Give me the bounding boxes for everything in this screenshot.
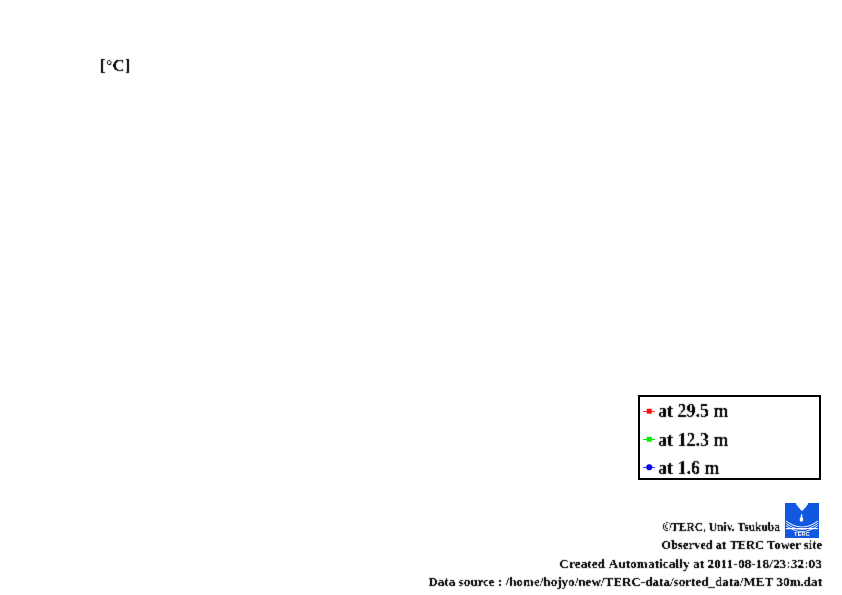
svg-text:TERC: TERC xyxy=(794,532,810,538)
